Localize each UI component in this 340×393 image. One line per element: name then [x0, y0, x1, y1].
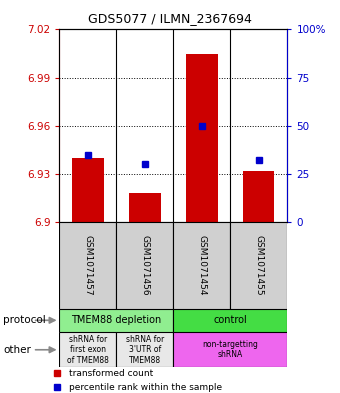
Bar — [116, 332, 173, 367]
Bar — [173, 332, 287, 367]
Bar — [116, 222, 173, 309]
Bar — [59, 222, 116, 309]
Bar — [231, 222, 287, 309]
Bar — [59, 309, 173, 332]
Bar — [59, 332, 116, 367]
Text: percentile rank within the sample: percentile rank within the sample — [69, 383, 222, 392]
Text: protocol: protocol — [3, 315, 46, 325]
Text: non-targetting
shRNA: non-targetting shRNA — [202, 340, 258, 360]
Bar — [72, 158, 104, 222]
Text: TMEM88 depletion: TMEM88 depletion — [71, 315, 162, 325]
Text: GSM1071454: GSM1071454 — [198, 235, 206, 296]
Bar — [129, 193, 160, 222]
Text: other: other — [3, 345, 31, 355]
Text: GSM1071457: GSM1071457 — [84, 235, 92, 296]
Bar — [173, 309, 287, 332]
Text: control: control — [214, 315, 247, 325]
Text: GSM1071456: GSM1071456 — [140, 235, 149, 296]
Bar — [173, 222, 231, 309]
Text: GSM1071455: GSM1071455 — [254, 235, 263, 296]
Bar — [186, 53, 218, 222]
Text: shRNA for
3'UTR of
TMEM88: shRNA for 3'UTR of TMEM88 — [126, 335, 164, 365]
Text: GDS5077 / ILMN_2367694: GDS5077 / ILMN_2367694 — [88, 12, 252, 25]
Text: shRNA for
first exon
of TMEM88: shRNA for first exon of TMEM88 — [67, 335, 109, 365]
Bar — [243, 171, 274, 222]
Text: transformed count: transformed count — [69, 369, 153, 378]
